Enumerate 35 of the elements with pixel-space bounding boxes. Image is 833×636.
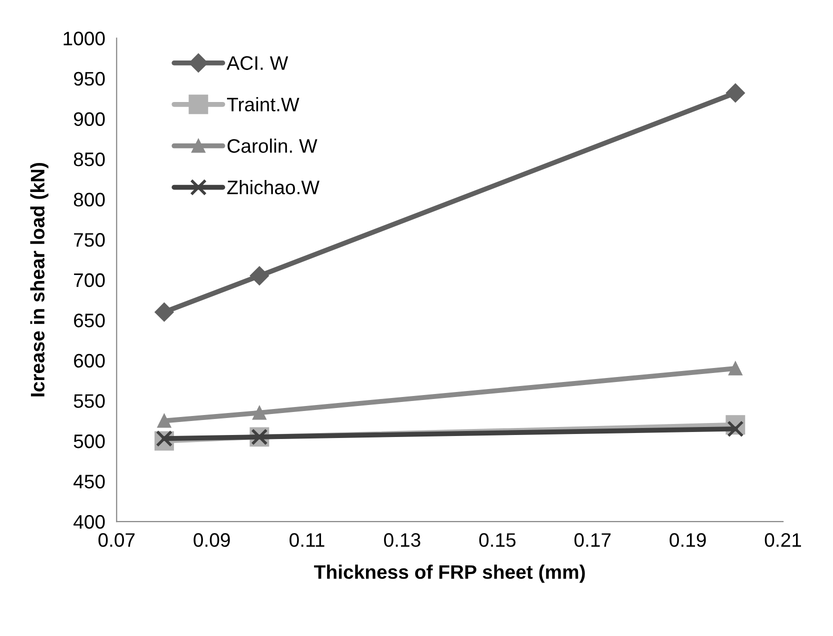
- point: [154, 302, 174, 322]
- y-tick-label: 650: [74, 314, 105, 328]
- x-tick-label: 0.07: [98, 533, 135, 547]
- point: [728, 362, 742, 376]
- y-tick-label: 700: [74, 273, 105, 288]
- x-tick-label: 0.09: [194, 533, 230, 547]
- x-axis-title: Thickness of FRP sheet (mm): [314, 564, 585, 583]
- x-tick-label: 0.13: [384, 533, 420, 547]
- point: [157, 414, 172, 428]
- point: [727, 420, 744, 438]
- x-tick-label: 0.21: [764, 533, 801, 547]
- y-tick-label: 850: [74, 152, 105, 166]
- y-tick-label: 600: [74, 354, 105, 368]
- y-axis-title: Icrease in shear load (kN): [30, 163, 48, 396]
- y-tick-label: 550: [74, 394, 105, 408]
- legend-label: ACI. W: [226, 56, 288, 70]
- y-tick-label: 500: [74, 434, 105, 448]
- point: [156, 430, 173, 447]
- x-tick-label: 0.11: [290, 533, 324, 547]
- y-tick-label: 400: [74, 514, 105, 529]
- legend-label: Carolin. W: [228, 138, 318, 153]
- point: [726, 83, 745, 102]
- y-tick-label: 1000: [64, 32, 105, 46]
- point: [250, 266, 269, 286]
- legend-label: Zhichao.W: [227, 180, 320, 194]
- x-tick-label: 0.15: [479, 533, 516, 547]
- legend-label: Traint.W: [227, 97, 300, 112]
- y-tick-label: 950: [74, 72, 105, 86]
- point: [252, 406, 266, 420]
- x-tick-label: 0.17: [574, 533, 611, 547]
- y-tick-label: 450: [74, 474, 105, 488]
- y-tick-label: 900: [74, 112, 105, 126]
- y-tick-label: 800: [74, 192, 105, 207]
- x-tick-label: 0.19: [670, 533, 706, 547]
- y-tick-label: 750: [74, 233, 105, 247]
